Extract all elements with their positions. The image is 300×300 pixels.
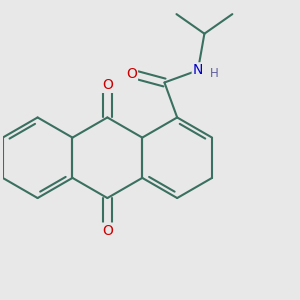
Text: N: N [193,63,203,77]
Text: O: O [126,67,137,81]
Text: H: H [210,67,219,80]
Text: O: O [102,78,113,92]
Text: O: O [102,224,113,238]
